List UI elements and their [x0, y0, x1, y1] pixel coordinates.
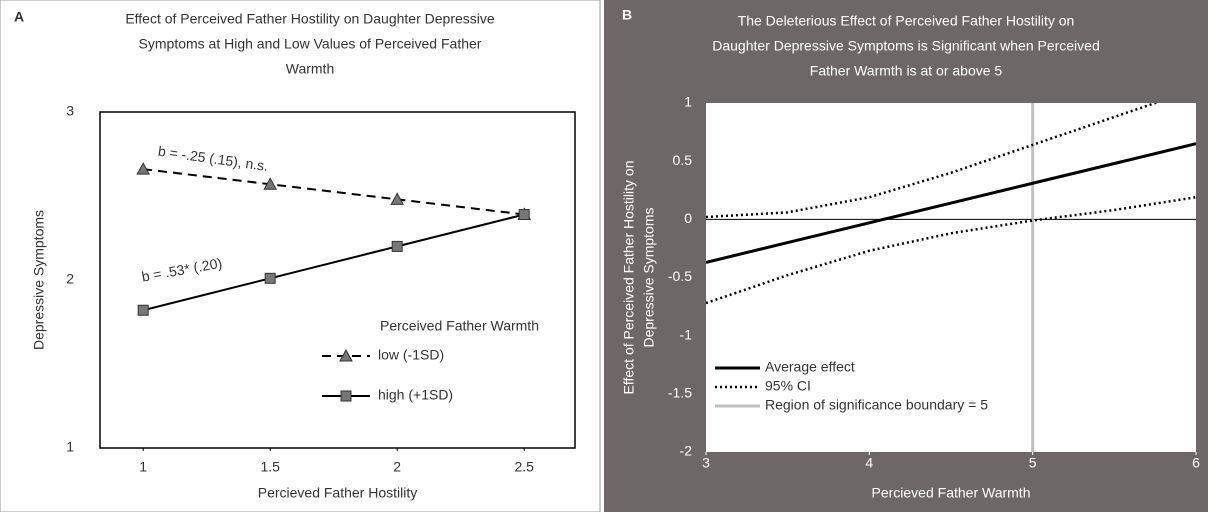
y-tick-label: 1	[66, 439, 74, 455]
marker	[137, 304, 149, 316]
y-tick-label: -0.5	[668, 268, 692, 284]
x-axis-label: Percieved Father Hostility	[258, 485, 418, 501]
chart-title: Effect of Perceived Father Hostility on …	[125, 11, 495, 27]
chart-title: Warmth	[286, 61, 334, 77]
panel-a-background	[0, 0, 601, 512]
x-tick-label: 6	[1192, 455, 1200, 471]
y-tick-label: -1.5	[668, 385, 692, 401]
marker	[518, 208, 530, 220]
ci-line	[706, 195, 1196, 305]
plot-frame-a	[99, 111, 576, 449]
legend-label: Region of significance boundary = 5	[765, 397, 988, 413]
chart-title: Father Warmth is at or above 5	[810, 63, 1003, 79]
series-line	[143, 168, 525, 216]
legend-label: low (-1SD)	[378, 347, 444, 363]
legend-marker	[340, 390, 352, 402]
marker	[263, 177, 278, 190]
chart-title: The Deleterious Effect of Perceived Fath…	[738, 13, 1075, 29]
x-tick-label: 2.5	[514, 459, 534, 475]
y-axis-label: Depressive Symptoms	[641, 207, 657, 347]
average-effect-line	[706, 142, 1196, 264]
x-tick-label: 4	[865, 455, 873, 471]
chart-title: Symptoms at High and Low Values of Perce…	[139, 36, 482, 52]
y-tick-label: 3	[66, 103, 74, 119]
panel-b: B The Deleterious Effect of Perceived Fat…	[621, 7, 1200, 501]
y-tick-label: 0.5	[673, 152, 693, 168]
x-axis-label: Percieved Father Warmth	[872, 485, 1031, 501]
y-tick-label: -2	[680, 443, 693, 459]
legend-label: high (+1SD)	[378, 387, 453, 403]
legend-label: Average effect	[765, 359, 855, 375]
panel-label: A	[14, 9, 24, 25]
y-tick-label: 0	[684, 210, 692, 226]
y-tick-label: -1	[680, 326, 693, 342]
marker	[390, 192, 405, 205]
legend-label: 95% CI	[765, 378, 811, 394]
plot-clip	[706, 103, 1196, 452]
x-tick-label: 1.5	[260, 459, 280, 475]
y-axis-label: Depressive Symptoms	[31, 210, 47, 350]
plot-area-b	[706, 103, 1196, 452]
x-tick-label: 3	[702, 455, 710, 471]
ci-line	[706, 103, 1160, 219]
y-tick-label: 1	[684, 94, 692, 110]
legend-title: Perceived Father Warmth	[380, 318, 539, 334]
series-line	[142, 213, 525, 312]
panel-a: A Effect of Perceived Father Hostility on…	[14, 9, 539, 501]
x-tick-label: 2	[393, 459, 401, 475]
y-tick-label: 2	[66, 271, 74, 287]
y-axis-label: Effect of Perceived Father Hostility on	[621, 161, 637, 395]
x-tick-label: 5	[1029, 455, 1037, 471]
marker	[136, 162, 151, 175]
chart-title: Daughter Depressive Symptoms is Signific…	[712, 38, 1100, 54]
panel-label: B	[622, 7, 632, 23]
marker	[391, 240, 403, 252]
legend-marker	[339, 348, 353, 362]
marker	[264, 272, 276, 284]
x-tick-label: 1	[139, 459, 147, 475]
